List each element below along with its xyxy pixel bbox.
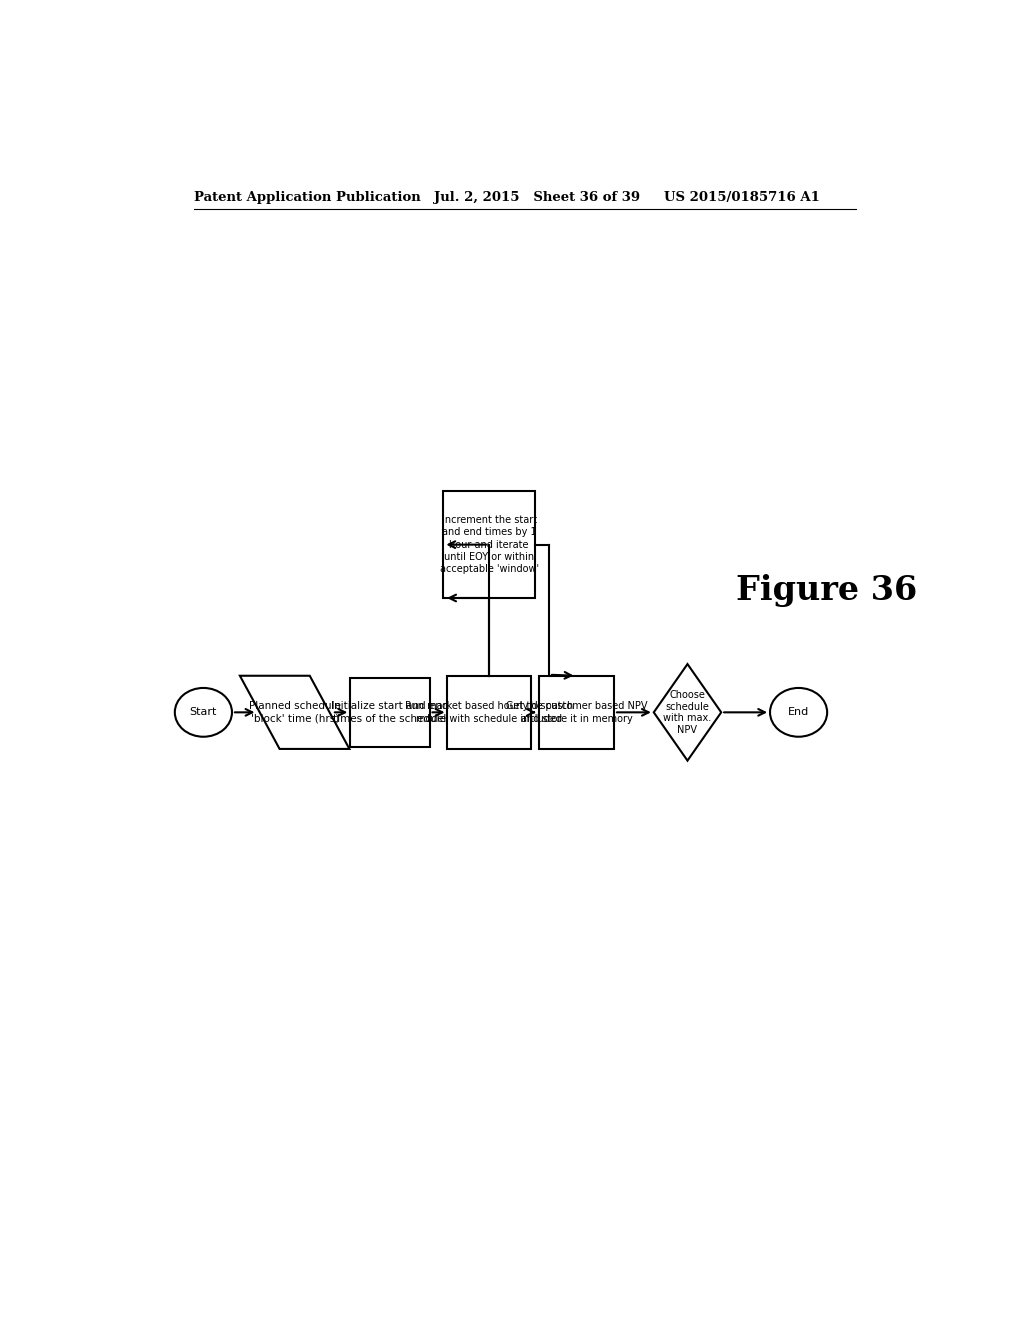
Bar <box>539 676 614 748</box>
Text: Run market based hourly dispatch
model with schedule included: Run market based hourly dispatch model w… <box>404 701 573 723</box>
Text: Get the customer based NPV
and store it in memory: Get the customer based NPV and store it … <box>506 701 647 723</box>
Bar <box>443 491 535 598</box>
Text: Start: Start <box>189 708 217 717</box>
Text: Initialize start and end
times of the schedule: Initialize start and end times of the sc… <box>331 701 449 723</box>
Text: Choose
schedule
with max.
NPV: Choose schedule with max. NPV <box>664 690 712 735</box>
Bar <box>447 676 530 748</box>
Polygon shape <box>240 676 349 748</box>
Bar <box>350 677 430 747</box>
Text: Jul. 2, 2015   Sheet 36 of 39: Jul. 2, 2015 Sheet 36 of 39 <box>433 190 640 203</box>
Ellipse shape <box>175 688 232 737</box>
Text: Patent Application Publication: Patent Application Publication <box>194 190 421 203</box>
Text: US 2015/0185716 A1: US 2015/0185716 A1 <box>664 190 819 203</box>
Text: End: End <box>787 708 809 717</box>
Polygon shape <box>653 664 721 760</box>
Text: Figure 36: Figure 36 <box>735 574 918 607</box>
Text: Increment the start
and end times by 1
hour and iterate
until EOY or within
acce: Increment the start and end times by 1 h… <box>439 515 539 574</box>
Ellipse shape <box>770 688 827 737</box>
Text: Planned schedule
'block' time (hrs): Planned schedule 'block' time (hrs) <box>249 701 341 723</box>
